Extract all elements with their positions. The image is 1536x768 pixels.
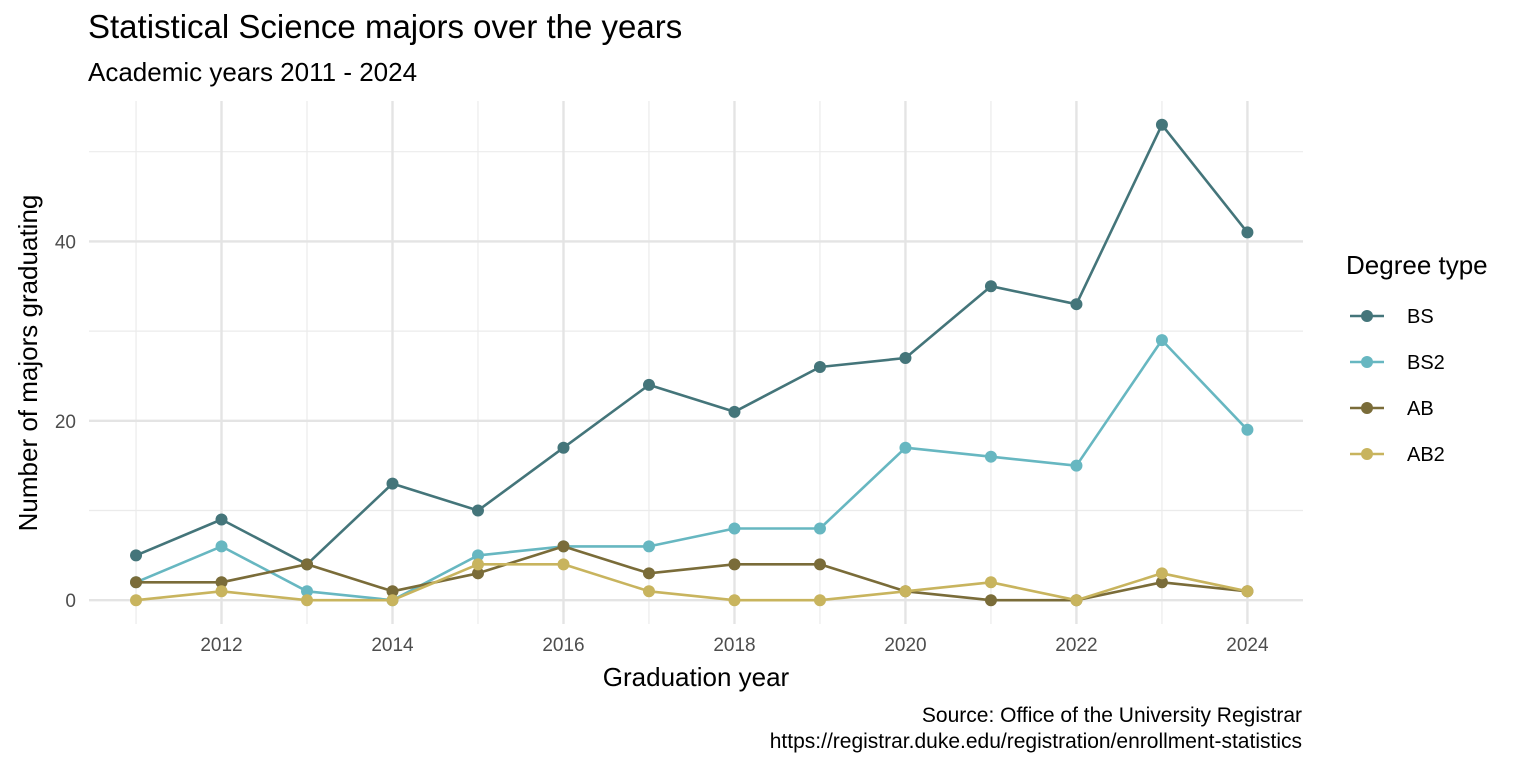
data-point: [1241, 423, 1254, 436]
data-point: [899, 585, 912, 598]
data-point: [984, 576, 997, 589]
data-point: [642, 540, 655, 553]
data-point: [301, 558, 314, 571]
data-point: [1070, 459, 1083, 472]
data-point: [471, 549, 484, 562]
x-tick-label: 2020: [884, 635, 926, 656]
data-point: [984, 450, 997, 463]
data-point: [813, 558, 826, 571]
legend: Degree type BS BS2 AB AB2: [1346, 250, 1488, 466]
data-point: [301, 594, 314, 607]
data-point: [557, 441, 570, 454]
data-point: [557, 558, 570, 571]
data-point: [386, 594, 399, 607]
data-point: [1155, 334, 1168, 347]
major-gridlines: [89, 101, 1303, 624]
data-point: [215, 585, 228, 598]
legend-key-point: [1361, 448, 1373, 460]
x-axis-title: Graduation year: [603, 662, 790, 692]
chart-caption: Source: Office of the University Registr…: [770, 703, 1302, 755]
data-point: [1155, 576, 1168, 589]
legend-key-point: [1361, 356, 1373, 368]
data-point: [899, 441, 912, 454]
data-point: [130, 594, 143, 607]
x-tick-label: 2012: [200, 635, 242, 656]
chart-title: Statistical Science majors over the year…: [88, 8, 683, 45]
data-point: [813, 360, 826, 373]
data-point: [642, 378, 655, 391]
x-tick-labels: 2012 2014 2016 2018 2020 2022 2024: [200, 635, 1269, 656]
minor-gridlines: [89, 101, 1303, 624]
x-tick-label: 2024: [1226, 635, 1269, 656]
data-point: [728, 558, 741, 571]
data-point: [471, 558, 484, 571]
data-point: [215, 513, 228, 526]
legend-title: Degree type: [1346, 250, 1488, 280]
legend-key-point: [1361, 402, 1373, 414]
data-point: [1070, 594, 1083, 607]
data-point: [984, 280, 997, 293]
legend-item-bs: BS: [1350, 306, 1434, 328]
data-point: [215, 576, 228, 589]
legend-key-point: [1361, 310, 1373, 322]
data-point: [728, 405, 741, 418]
series-line: [136, 545, 1248, 602]
x-tick-label: 2018: [713, 635, 755, 656]
data-point: [642, 567, 655, 580]
series-layer: [130, 118, 1254, 607]
data-point: [728, 594, 741, 607]
data-point: [813, 594, 826, 607]
legend-label: BS2: [1407, 352, 1445, 374]
caption-source: Source: Office of the University Registr…: [921, 704, 1302, 727]
data-point: [642, 585, 655, 598]
y-tick-labels: 0 20 40: [55, 232, 76, 612]
legend-label: BS: [1407, 306, 1434, 328]
data-point: [301, 585, 314, 598]
data-point: [1155, 118, 1168, 131]
series-line: [135, 123, 1249, 566]
chart-subtitle: Academic years 2011 - 2024: [88, 57, 418, 87]
y-tick-label: 0: [65, 591, 76, 612]
data-point: [899, 352, 912, 365]
data-point: [1241, 585, 1254, 598]
x-tick-label: 2014: [371, 635, 414, 656]
data-point: [728, 522, 741, 535]
legend-label: AB: [1407, 398, 1434, 420]
data-point: [984, 594, 997, 607]
data-point: [386, 477, 399, 490]
legend-item-ab: AB: [1350, 398, 1434, 420]
y-axis-title: Number of majors graduating: [13, 195, 43, 532]
data-point: [813, 522, 826, 535]
data-point: [1241, 226, 1254, 239]
data-point: [130, 576, 143, 589]
legend-item-ab2: AB2: [1350, 444, 1445, 466]
y-tick-label: 20: [55, 412, 76, 433]
caption-url: https://registrar.duke.edu/registration/…: [769, 730, 1302, 753]
series-ab2: [130, 558, 1254, 607]
series-line: [135, 562, 1248, 602]
x-tick-label: 2022: [1055, 635, 1097, 656]
data-point: [215, 540, 228, 553]
series-line: [135, 338, 1249, 602]
data-point: [130, 549, 143, 562]
data-point: [1155, 567, 1168, 580]
series-bs: [130, 118, 1254, 571]
data-point: [471, 567, 484, 580]
y-tick-label: 40: [55, 232, 76, 253]
legend-item-bs2: BS2: [1350, 352, 1445, 374]
x-tick-label: 2016: [542, 635, 584, 656]
data-point: [557, 540, 570, 553]
legend-label: AB2: [1407, 444, 1445, 466]
data-point: [386, 585, 399, 598]
data-point: [1070, 298, 1083, 311]
data-point: [471, 504, 484, 517]
